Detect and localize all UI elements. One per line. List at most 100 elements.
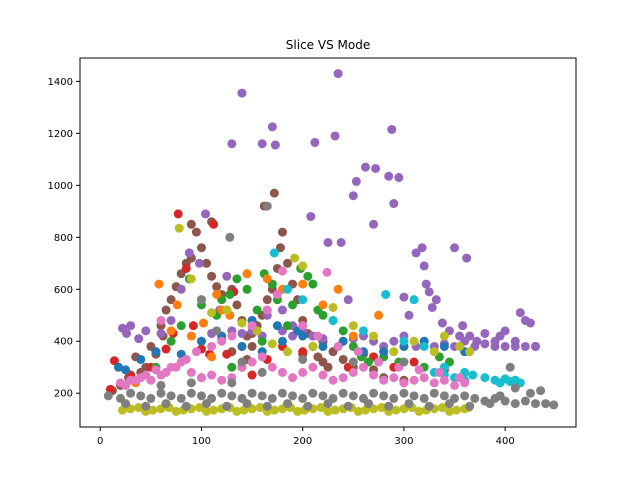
data-point bbox=[500, 326, 510, 336]
data-point bbox=[262, 274, 272, 284]
data-point bbox=[343, 401, 353, 411]
data-point bbox=[126, 388, 136, 398]
y-tick-label: 200 bbox=[54, 389, 73, 400]
data-point bbox=[541, 399, 551, 409]
data-point bbox=[209, 405, 219, 415]
data-point bbox=[399, 336, 409, 346]
data-point bbox=[171, 362, 181, 372]
data-point bbox=[247, 341, 257, 351]
data-point bbox=[232, 300, 242, 310]
data-point bbox=[298, 393, 308, 403]
data-point bbox=[196, 391, 206, 401]
data-point bbox=[409, 336, 419, 346]
data-point bbox=[298, 295, 308, 305]
data-point bbox=[202, 406, 212, 416]
data-point bbox=[134, 334, 144, 344]
data-point bbox=[384, 171, 394, 181]
data-point bbox=[181, 401, 191, 411]
data-point bbox=[323, 238, 333, 247]
data-point bbox=[308, 279, 318, 289]
data-point bbox=[257, 367, 267, 377]
data-point bbox=[429, 378, 439, 388]
data-point bbox=[207, 341, 217, 351]
data-point bbox=[202, 399, 212, 409]
data-point bbox=[262, 295, 272, 305]
data-point bbox=[384, 401, 394, 411]
data-point bbox=[283, 258, 293, 268]
data-point bbox=[371, 163, 381, 173]
data-point bbox=[348, 321, 358, 331]
data-point bbox=[431, 295, 441, 305]
data-point bbox=[303, 271, 313, 281]
data-point bbox=[290, 253, 300, 263]
data-point bbox=[270, 140, 280, 150]
data-point bbox=[429, 347, 439, 357]
data-point bbox=[462, 253, 472, 263]
data-point bbox=[217, 388, 227, 398]
data-point bbox=[389, 393, 399, 403]
data-point bbox=[166, 391, 176, 401]
y-tick-label: 1400 bbox=[48, 77, 73, 88]
data-point bbox=[212, 282, 222, 292]
data-point bbox=[318, 341, 328, 351]
data-point bbox=[207, 352, 217, 362]
data-point bbox=[201, 209, 211, 219]
data-point bbox=[212, 289, 222, 299]
data-point bbox=[419, 341, 429, 351]
data-point bbox=[439, 391, 449, 401]
data-point bbox=[186, 378, 196, 388]
data-point bbox=[374, 357, 384, 367]
data-point bbox=[348, 367, 358, 377]
data-point bbox=[222, 349, 232, 359]
data-point bbox=[437, 403, 447, 413]
data-point bbox=[525, 318, 535, 328]
data-point bbox=[298, 279, 308, 289]
data-point bbox=[222, 305, 232, 315]
data-point bbox=[242, 269, 252, 279]
data-point bbox=[306, 212, 316, 222]
data-point bbox=[411, 248, 421, 258]
data-point bbox=[277, 227, 287, 237]
data-point bbox=[267, 393, 277, 403]
data-point bbox=[399, 357, 409, 367]
data-point bbox=[222, 401, 232, 411]
data-point bbox=[288, 373, 298, 383]
data-point bbox=[409, 375, 419, 385]
data-point bbox=[217, 336, 227, 346]
data-point bbox=[313, 331, 323, 341]
data-point bbox=[391, 405, 401, 415]
data-point bbox=[318, 300, 328, 310]
data-point bbox=[247, 388, 257, 398]
data-point bbox=[242, 284, 252, 294]
data-point bbox=[267, 339, 277, 349]
y-tick-label: 600 bbox=[54, 285, 73, 296]
data-point bbox=[146, 393, 156, 403]
data-point bbox=[166, 336, 176, 346]
data-point bbox=[156, 388, 166, 398]
data-point bbox=[257, 139, 267, 149]
data-point bbox=[549, 400, 559, 410]
data-point bbox=[154, 279, 164, 289]
data-point bbox=[103, 391, 113, 401]
data-point bbox=[330, 405, 340, 415]
data-point bbox=[277, 336, 287, 346]
data-point bbox=[450, 380, 460, 390]
x-axis: 0 100 200 300 400 bbox=[97, 427, 515, 447]
y-tick-label: 400 bbox=[54, 337, 73, 348]
data-point bbox=[186, 331, 196, 341]
data-point bbox=[298, 321, 308, 331]
data-point bbox=[520, 341, 530, 351]
data-point bbox=[269, 248, 279, 258]
data-point bbox=[232, 406, 242, 416]
data-point bbox=[379, 391, 389, 401]
data-point bbox=[173, 209, 183, 219]
data-point bbox=[429, 388, 439, 398]
data-point bbox=[531, 341, 541, 351]
data-point bbox=[369, 219, 379, 229]
data-point bbox=[480, 373, 490, 383]
data-point bbox=[439, 341, 449, 351]
data-point bbox=[222, 271, 232, 281]
data-point bbox=[161, 305, 171, 315]
data-point bbox=[303, 401, 313, 411]
data-point bbox=[424, 287, 434, 297]
